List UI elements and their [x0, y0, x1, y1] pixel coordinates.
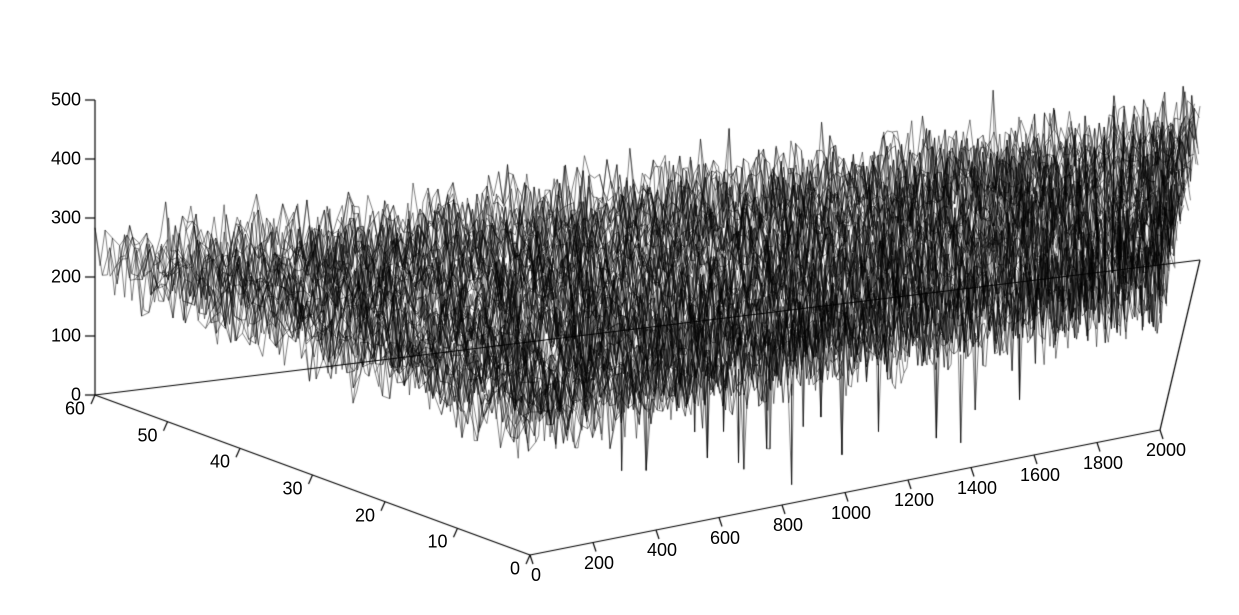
axis-tick-label: 50 [137, 425, 157, 446]
axis-tick-label: 1800 [1083, 453, 1123, 474]
axis-tick-label: 400 [647, 540, 677, 561]
axis-tick-label: 0 [510, 559, 520, 580]
axis-tick-label: 1000 [831, 503, 871, 524]
axis-tick-label: 10 [427, 532, 447, 553]
axis-tick-label: 30 [282, 479, 302, 500]
axis-tick-label: 20 [355, 505, 375, 526]
axis-tick-label: 40 [210, 452, 230, 473]
axis-tick-label: 1600 [1020, 465, 1060, 486]
axis-tick-label: 0 [531, 565, 541, 586]
axis-tick-label: 2000 [1146, 440, 1186, 461]
axis-tick-label: 400 [51, 149, 81, 170]
axis-tick-label: 60 [65, 399, 85, 420]
surface3d-chart: 0100200300400500010203040506002004006008… [0, 0, 1239, 615]
axis-tick-label: 100 [51, 326, 81, 347]
axis-tick-label: 200 [584, 553, 614, 574]
axis-tick-label: 500 [51, 90, 81, 111]
axis-tick-label: 200 [51, 267, 81, 288]
axis-tick-label: 800 [773, 515, 803, 536]
axis-tick-label: 300 [51, 208, 81, 229]
axis-tick-label: 1200 [894, 490, 934, 511]
surface3d-canvas [0, 0, 1239, 615]
axis-tick-label: 600 [710, 528, 740, 549]
axis-tick-label: 1400 [957, 478, 997, 499]
